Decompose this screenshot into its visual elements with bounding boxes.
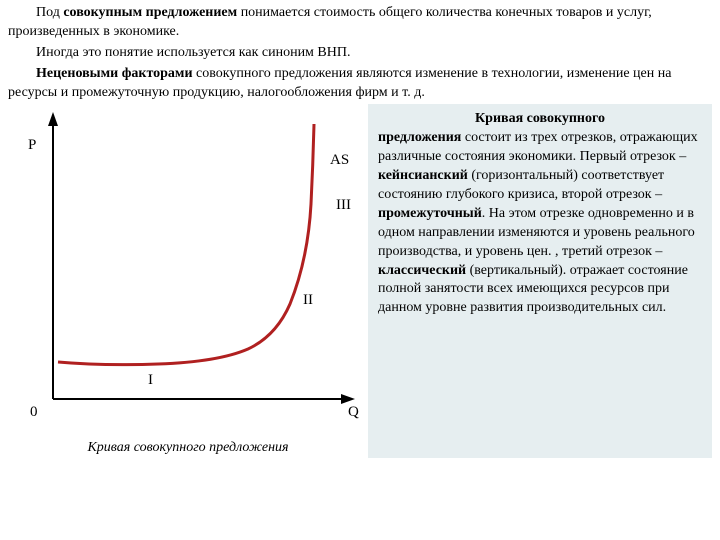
term-aggregate-supply: совокупным предложением — [63, 5, 237, 20]
lower-section: P Q 0 AS III II I Кривая совокупного пре… — [0, 104, 720, 458]
term-supply: предложения — [378, 130, 461, 145]
x-axis-label: Q — [348, 404, 359, 420]
para-3: Неценовыми факторами совокупного предлож… — [8, 65, 712, 103]
origin-label: 0 — [30, 404, 38, 420]
term-intermediate: промежуточный — [378, 206, 482, 221]
intro-text: Под совокупным предложением понимается с… — [0, 0, 720, 102]
term-keynesian: кейнсианский — [378, 168, 468, 183]
y-axis-label: P — [28, 137, 36, 153]
x-arrow — [341, 394, 355, 404]
term-nonprice-factors: Неценовыми факторами — [36, 66, 193, 81]
term-classical: классический — [378, 263, 466, 278]
y-arrow — [48, 112, 58, 126]
segment-2-label: II — [303, 292, 313, 308]
chart-area: P Q 0 AS III II I Кривая совокупного пре… — [8, 104, 368, 458]
curve-label: AS — [330, 152, 349, 168]
segment-3-label: III — [336, 197, 351, 213]
para-2: Иногда это понятие используется как сино… — [8, 44, 712, 63]
right-panel: Кривая совокупного предложения состоит и… — [368, 104, 712, 458]
text: Под — [36, 5, 63, 20]
as-curve — [58, 124, 314, 365]
segment-1-label: I — [148, 372, 153, 388]
para-1: Под совокупным предложением понимается с… — [8, 4, 712, 42]
right-title: Кривая совокупного — [378, 110, 702, 129]
chart-caption: Кривая совокупного предложения — [8, 439, 368, 458]
as-curve-chart: P Q 0 AS III II I — [8, 104, 368, 434]
